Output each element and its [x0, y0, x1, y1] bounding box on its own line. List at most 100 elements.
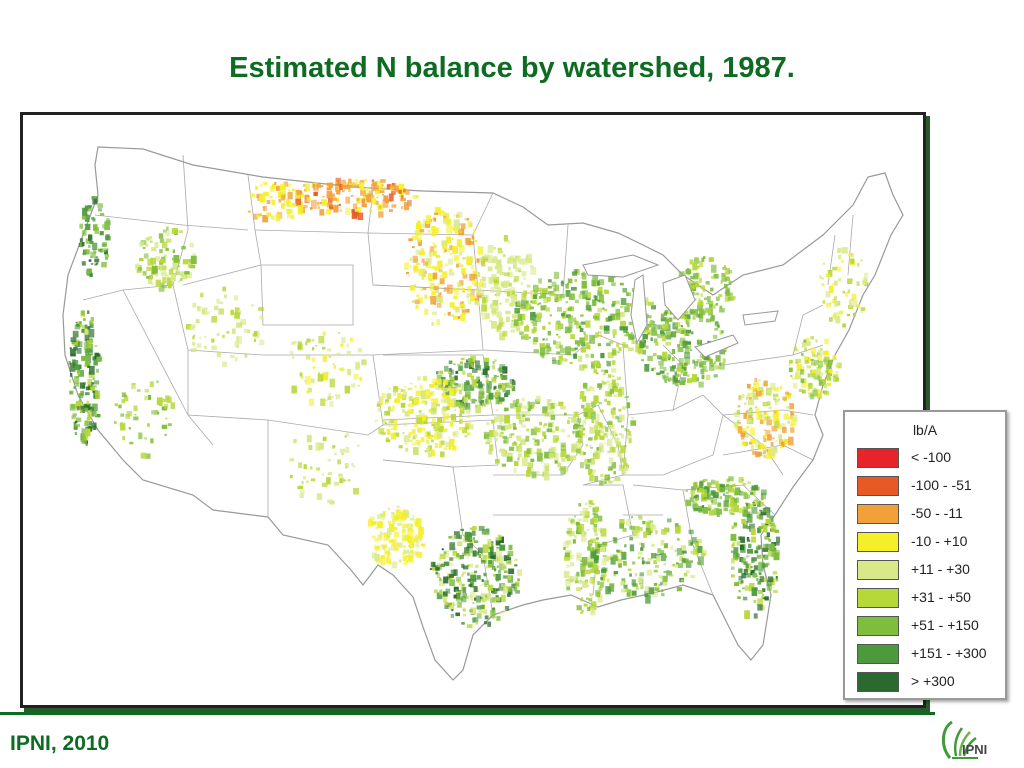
- watershed-cell: [97, 203, 103, 208]
- watershed-cell: [744, 410, 751, 417]
- watershed-cell: [739, 490, 744, 496]
- watershed-cell: [481, 282, 487, 288]
- watershed-cell: [412, 246, 415, 249]
- watershed-cell: [727, 296, 732, 301]
- watershed-cell: [583, 331, 586, 335]
- watershed-cell: [414, 299, 420, 304]
- watershed-cell: [685, 315, 691, 324]
- watershed-cell: [609, 446, 614, 453]
- watershed-cell: [543, 296, 549, 304]
- watershed-cell: [81, 329, 85, 333]
- watershed-cell: [851, 293, 857, 301]
- watershed-cell: [234, 295, 238, 301]
- watershed-cell: [508, 544, 513, 551]
- watershed-cell: [345, 432, 349, 437]
- watershed-cell: [89, 365, 95, 375]
- watershed-cell: [211, 316, 217, 323]
- watershed-cell: [693, 546, 697, 549]
- watershed-cell: [587, 606, 590, 611]
- watershed-cell: [790, 427, 795, 433]
- watershed-cell: [560, 449, 567, 458]
- watershed-cell: [670, 545, 674, 550]
- watershed-cell: [581, 433, 585, 436]
- watershed-cell: [436, 592, 443, 600]
- watershed-cell: [494, 597, 500, 601]
- watershed-cell: [591, 419, 595, 423]
- watershed-cell: [420, 401, 424, 404]
- watershed-cell: [578, 293, 582, 299]
- watershed-cell: [458, 402, 463, 409]
- watershed-cell: [606, 556, 611, 560]
- watershed-cell: [701, 374, 705, 380]
- watershed-cell: [468, 410, 471, 412]
- watershed-cell: [165, 230, 171, 237]
- watershed-cell: [600, 478, 605, 484]
- watershed-cell: [333, 481, 339, 486]
- watershed-cell: [436, 375, 443, 381]
- watershed-cell: [527, 401, 530, 406]
- watershed-cell: [567, 278, 573, 284]
- watershed-cell: [590, 576, 595, 584]
- watershed-cell: [779, 386, 783, 390]
- watershed-cell: [469, 384, 475, 391]
- watershed-cell: [475, 404, 478, 408]
- watershed-cell: [718, 366, 721, 369]
- watershed-cell: [566, 531, 571, 534]
- watershed-cell: [474, 298, 480, 303]
- watershed-cell: [74, 324, 81, 330]
- watershed-cell: [530, 321, 533, 324]
- watershed-cell: [439, 589, 443, 595]
- watershed-cell: [597, 422, 602, 426]
- watershed-cell: [621, 468, 627, 475]
- watershed-cell: [458, 315, 461, 319]
- watershed-cell: [756, 578, 759, 582]
- watershed-cell: [81, 215, 87, 220]
- watershed-cell: [619, 518, 625, 525]
- watershed-cell: [856, 304, 861, 308]
- watershed-cell: [527, 462, 533, 469]
- watershed-cell: [852, 312, 856, 317]
- legend-swatch: [857, 532, 899, 552]
- watershed-cell: [316, 201, 320, 206]
- watershed-cell: [661, 529, 667, 535]
- watershed-cell: [435, 567, 440, 571]
- watershed-cell: [696, 259, 700, 262]
- watershed-cell: [509, 446, 515, 451]
- watershed-cell: [104, 254, 110, 258]
- watershed-cell: [89, 241, 94, 245]
- watershed-cell: [453, 594, 457, 599]
- watershed-cell: [467, 286, 472, 293]
- watershed-cell: [651, 331, 658, 336]
- watershed-cell: [631, 590, 637, 596]
- watershed-cell: [614, 477, 621, 481]
- watershed-cell: [448, 272, 455, 276]
- watershed-cell: [640, 583, 644, 590]
- source-citation: IPNI, 2010: [10, 732, 110, 755]
- watershed-cell: [431, 418, 436, 423]
- watershed-cell: [575, 440, 582, 450]
- watershed-cell: [481, 256, 488, 263]
- watershed-cell: [487, 539, 492, 545]
- watershed-cell: [607, 383, 612, 389]
- watershed-cell: [536, 452, 540, 456]
- watershed-cell: [69, 391, 73, 395]
- watershed-cell: [714, 303, 717, 306]
- watershed-cell: [613, 471, 616, 475]
- watershed-cell: [792, 411, 795, 414]
- watershed-cell: [470, 574, 477, 582]
- watershed-cell: [822, 262, 825, 265]
- watershed-cell: [676, 587, 682, 592]
- watershed-cell: [730, 512, 733, 515]
- watershed-cell: [440, 211, 446, 216]
- watershed-cell: [337, 459, 341, 465]
- watershed-cell: [578, 523, 585, 533]
- watershed-cell: [828, 369, 833, 373]
- watershed-cell: [509, 384, 514, 389]
- watershed-cell: [158, 233, 164, 239]
- watershed-cell: [762, 597, 766, 600]
- watershed-cell: [191, 348, 197, 352]
- watershed-cell: [518, 415, 524, 422]
- watershed-cell: [338, 473, 343, 477]
- watershed-cell: [621, 459, 624, 462]
- watershed-cell: [823, 359, 827, 362]
